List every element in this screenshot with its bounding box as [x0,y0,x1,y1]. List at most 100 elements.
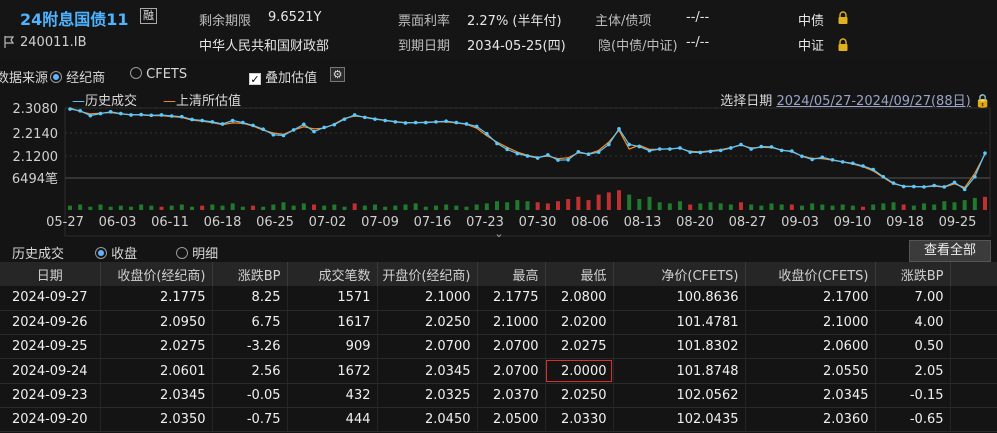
legend-valuation: —上清所估值 [163,94,242,109]
column-header[interactable]: 收盘价(CFETS) [745,262,876,286]
lock-icon[interactable] [836,11,850,25]
volume-bar [495,201,499,210]
lock-icon[interactable] [836,38,850,52]
chart-settings-button[interactable]: ⚙ [330,67,345,82]
data-point [169,114,174,118]
volume-bar [423,206,428,210]
table-cell: 2.0345 [745,383,876,408]
table-cell: 1617 [287,310,378,336]
checkbox-checked-icon[interactable]: ✓ [249,73,261,86]
data-point [922,185,926,189]
x-tick-label: 07-16 [414,215,452,230]
table-cell: 2.0700 [377,334,478,360]
data-point [973,175,977,179]
volume-bar [983,196,987,210]
data-point [159,113,164,117]
volume-bar [434,205,438,210]
data-point [485,131,489,136]
mode-detail-option[interactable]: 明细 [176,243,218,262]
volume-bar [759,205,764,210]
margin-tag: 融 [140,8,157,24]
flag-icon[interactable] [3,35,15,49]
volume-bar [251,205,255,210]
volume-bar [444,204,449,210]
data-point [261,127,265,131]
table-row[interactable]: 2024-09-23 2.0345 -0.05 432 2.0325 2.0370 2.02… [0,383,997,408]
column-header[interactable]: 开盘价(经纪商) [377,262,478,286]
column-header[interactable]: 净价(CFETS) [613,262,746,286]
table-cell: 2024-09-24 [0,358,101,384]
volume-bar [840,204,845,210]
column-header[interactable]: 成交 [950,262,997,286]
column-header[interactable]: 涨跌BP [212,262,288,286]
radio-icon[interactable] [130,67,142,79]
view-all-button[interactable]: 查看全部 [909,240,991,262]
table-row[interactable]: 2024-09-27 2.1775 8.25 1571 2.1000 2.1775 2.08… [0,286,997,311]
data-point [962,187,967,192]
table-cell: 7.00 [875,286,951,311]
data-point [291,128,296,132]
table-row[interactable]: 2024-09-26 2.0950 6.75 1617 2.0250 2.1000 2.02… [0,310,997,336]
table-cell: 102.0435 [613,407,746,433]
remaining-label: 剩余期限 [199,14,252,29]
data-point [271,132,276,137]
gear-icon[interactable]: ⚙ [330,67,345,82]
coupon-label: 票面利率 [398,14,451,29]
data-point [78,108,82,113]
data-point [617,127,621,131]
data-point [790,149,794,153]
y-tick-label: 6494笔 [12,171,58,187]
volume-bar [474,204,479,210]
data-point [373,117,377,121]
volume-bar [413,203,418,210]
volume-bar [861,206,865,210]
remaining-value: 9.6521Y [268,10,322,25]
volume-bar [322,205,327,210]
date-range-selector[interactable]: 选择日期 2024/05/27-2024/09/27(88日) 🔒 [720,90,991,109]
table-cell: 2.0550 [745,358,876,384]
source-broker-option[interactable]: 经纪商 [50,67,105,86]
column-header[interactable]: 最高 [477,262,546,286]
table-cell: -0.05 [212,383,288,408]
radio-selected-icon[interactable] [95,247,107,259]
lock-icon[interactable]: 🔒 [974,94,991,109]
volume-bar [149,205,154,210]
data-point [505,147,509,152]
radio-icon[interactable] [176,247,188,259]
volume-bar [718,203,723,210]
legend-valuation-label: 上清所估值 [176,94,242,109]
chart-canvas: 2.3080 2.2140 2.1200 6494笔 05-27 06-03 06-11 06… [12,102,991,240]
table-row[interactable]: 2024-09-24 2.0601 2.56 1672 2.0345 2.0700 2.00… [0,358,997,384]
volume-bar [301,203,306,210]
overlay-valuation-checkbox[interactable]: ✓ 叠加估值 [249,67,317,86]
volume-bar [850,205,855,210]
table-cell: 432 [287,383,378,408]
data-point [251,123,255,128]
table-cell: 2.0360 [745,407,876,433]
mode-close-option[interactable]: 收盘 [95,243,137,262]
x-tick-label: 09-18 [886,215,924,230]
data-point [454,120,459,125]
implied-rating-value: --/-- [686,35,710,50]
volume-bar [312,204,316,210]
radio-selected-icon[interactable] [50,71,62,83]
data-point [871,167,875,172]
column-header[interactable]: 成交笔数 [287,262,378,286]
data-point [434,120,438,124]
column-header[interactable]: 最低 [545,262,614,286]
column-header[interactable]: 日期 [0,262,101,286]
volume-bar [261,206,266,210]
data-point [983,151,987,155]
data-point [851,161,855,166]
table-row[interactable]: 2024-09-20 2.0350 -0.75 444 2.0450 2.0500 2.03… [0,407,997,433]
implied-rating-label: 隐(中债/中证) [598,39,678,54]
overlay-valuation-label: 叠加估值 [265,71,318,86]
source-cfets-option[interactable]: CFETS [130,67,187,82]
column-header[interactable]: 涨跌BP [875,262,951,286]
date-range-value[interactable]: 2024/05/27-2024/09/27(88日) [776,94,971,109]
column-header[interactable]: 收盘价(经纪商) [100,262,213,286]
volume-bar [566,199,571,210]
x-tick-label: 07-30 [519,215,557,230]
y-tick-label: 2.3080 [13,102,59,117]
table-row[interactable]: 2024-09-25 2.0275 -3.26 909 2.0700 2.0700 2.02… [0,334,997,360]
